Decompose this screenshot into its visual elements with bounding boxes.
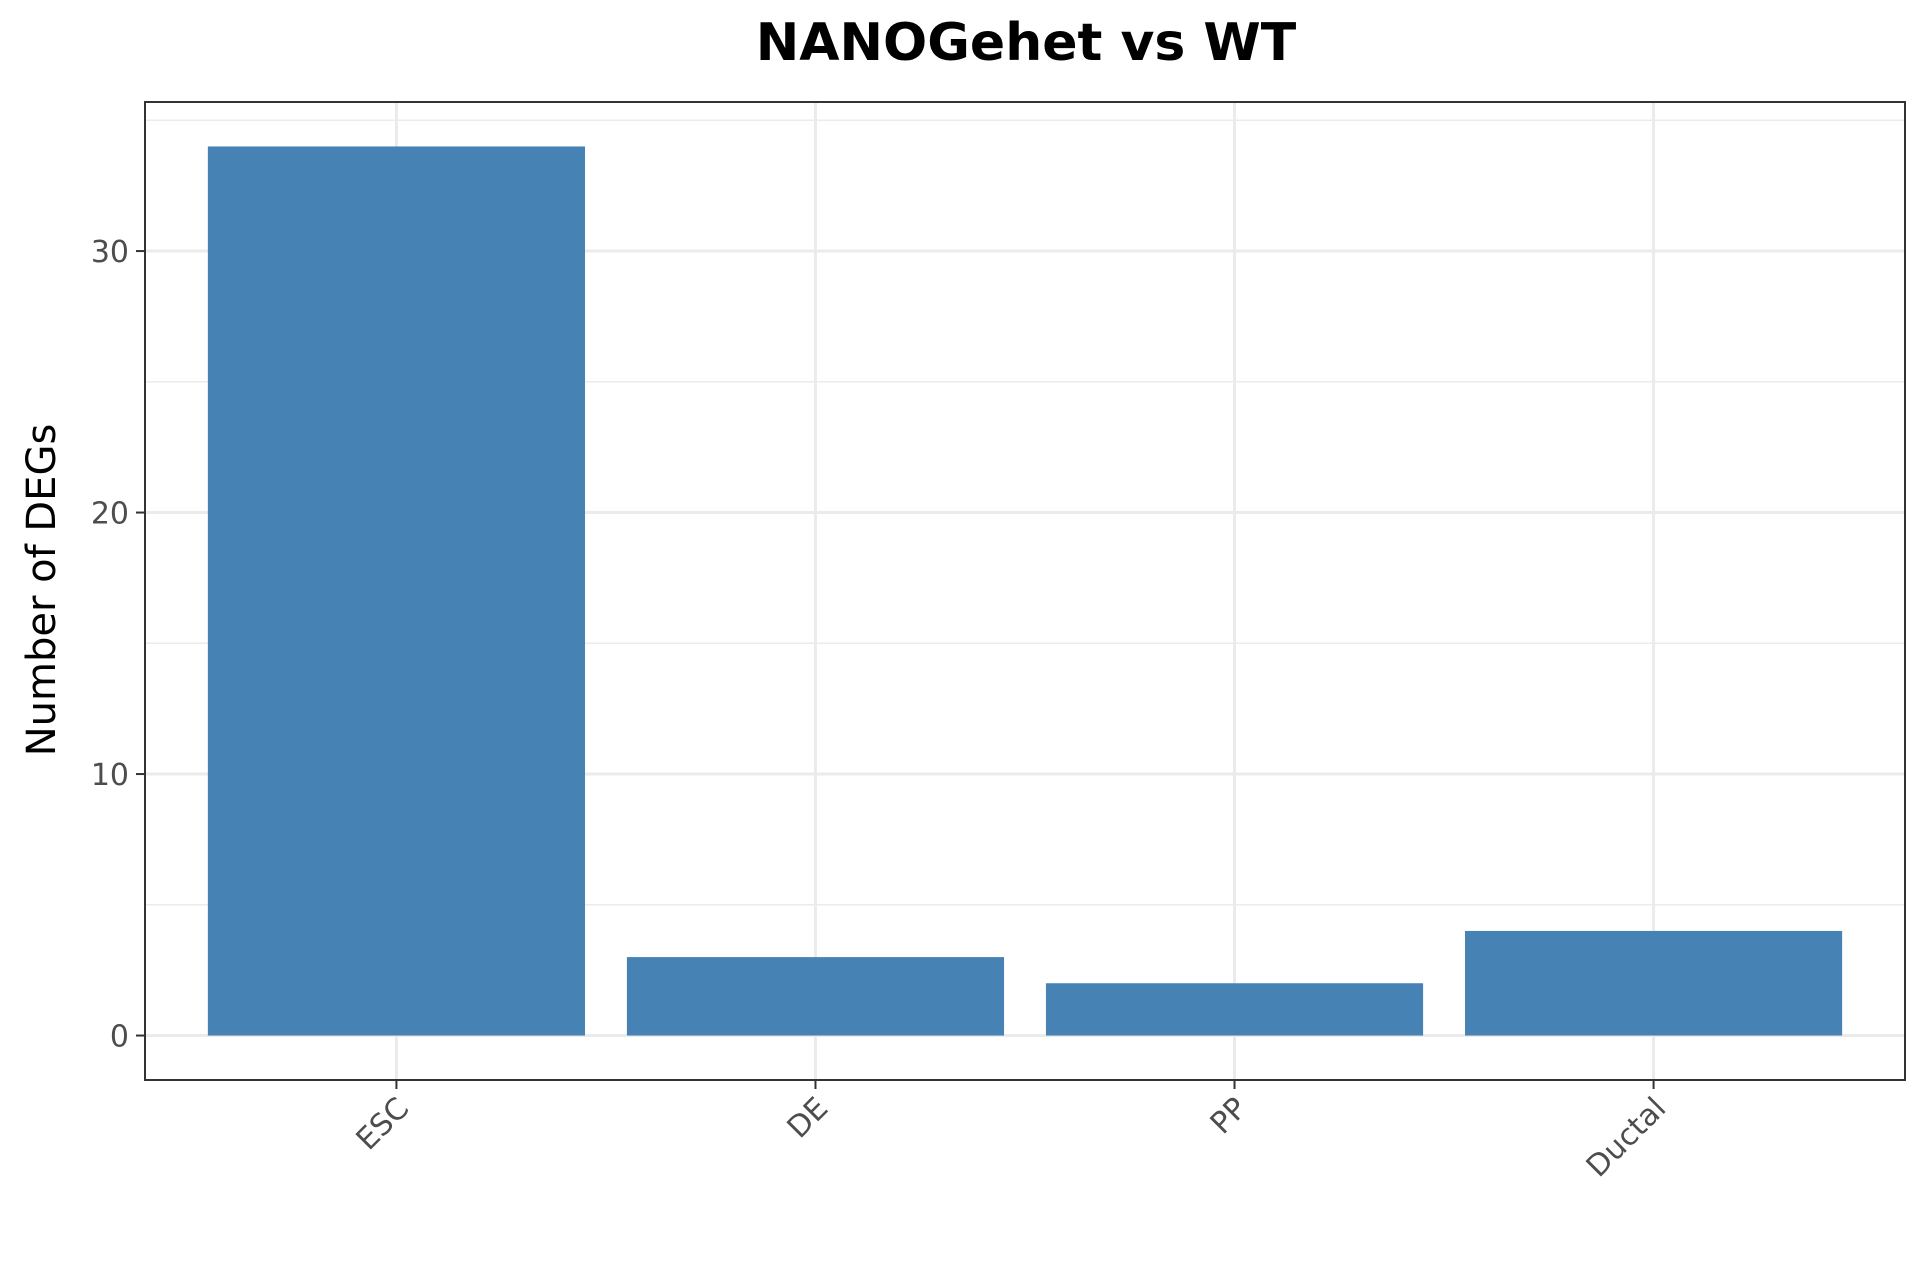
y-axis: 0 10 20 30: [91, 235, 145, 1055]
panel-border: [144, 101, 1906, 1081]
y-axis-title: Number of DEGs: [19, 424, 65, 757]
y-tick-label: 20: [91, 497, 129, 532]
y-tick-label: 30: [91, 235, 129, 270]
bar-layer: [207, 146, 1843, 1036]
bar-pp: [1045, 983, 1424, 1036]
x-tick-label-pp: PP: [1204, 1091, 1254, 1141]
x-tick-label-esc: ESC: [350, 1091, 416, 1157]
x-axis: ESC DE PP Ductal: [350, 1080, 1673, 1184]
x-tick-label-de: DE: [781, 1091, 835, 1145]
y-tick-label: 10: [91, 758, 129, 793]
chart-title: NANOGehet vs WT: [756, 13, 1297, 73]
bar-de: [626, 957, 1005, 1036]
x-tick-label-ductal: Ductal: [1580, 1091, 1673, 1184]
bar-esc: [207, 146, 585, 1036]
y-tick-label: 0: [110, 1020, 129, 1055]
bar-ductal: [1465, 930, 1843, 1036]
